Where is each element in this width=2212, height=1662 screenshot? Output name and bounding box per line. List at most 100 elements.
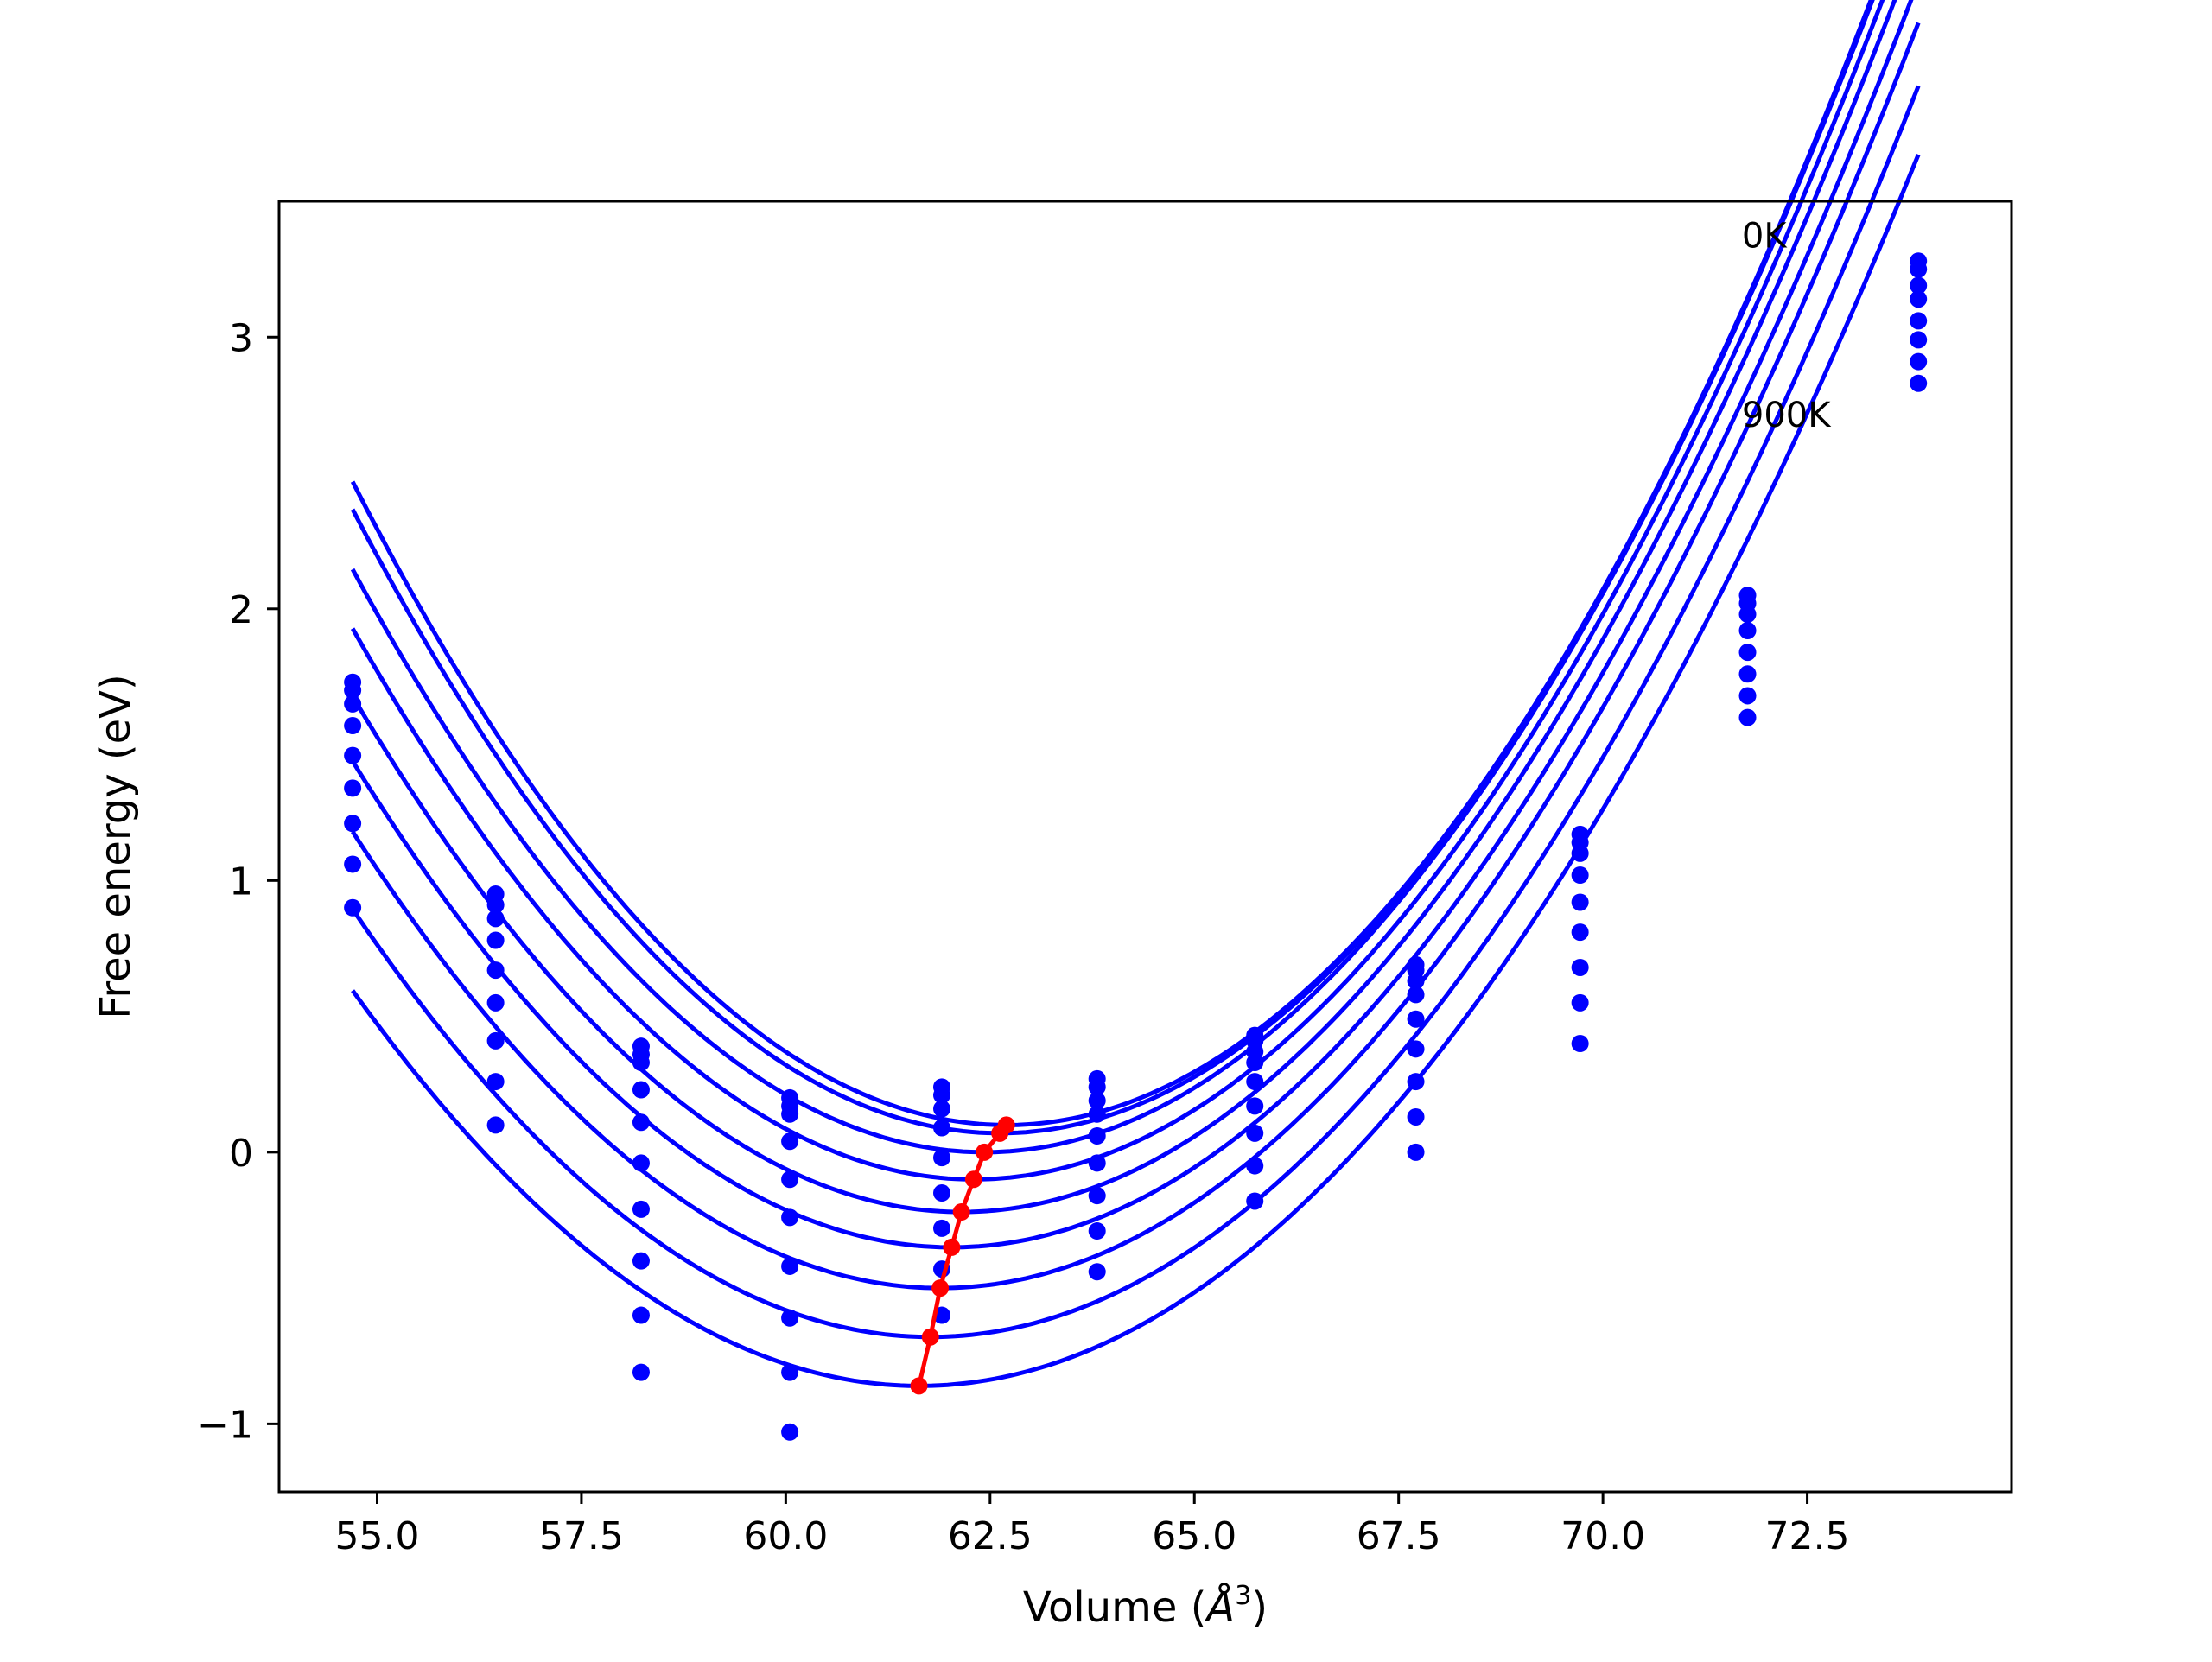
data-point-5-2	[1088, 1092, 1106, 1110]
data-point-0-3	[344, 717, 362, 735]
data-point-6-4	[1246, 1073, 1264, 1091]
data-point-8-4	[1571, 893, 1589, 911]
data-point-6-8	[1246, 1192, 1264, 1210]
data-point-8-5	[1571, 923, 1589, 942]
fit-curve-4	[350, 0, 1897, 1215]
minimum-point-4	[952, 1203, 970, 1221]
fit-curve-3	[350, 0, 1885, 1182]
fit-curve-2	[350, 0, 1875, 1155]
data-point-0-2	[344, 695, 362, 713]
data-point-8-7	[1571, 993, 1589, 1012]
data-point-2-6	[632, 1200, 650, 1218]
data-point-8-3	[1571, 866, 1589, 885]
data-point-8-2	[1571, 844, 1589, 862]
data-point-6-7	[1246, 1157, 1264, 1175]
x-axis-label-superscript: 3	[1235, 1581, 1251, 1611]
fit-curve-6	[351, 22, 1921, 1291]
data-point-9-4	[1738, 644, 1757, 662]
data-point-0-8	[344, 898, 362, 917]
data-point-0-6	[344, 815, 362, 833]
data-point-1-3	[486, 931, 505, 949]
data-point-4-3	[933, 1119, 951, 1137]
data-point-3-8	[781, 1363, 799, 1381]
data-point-1-4	[486, 961, 505, 980]
data-point-2-2	[632, 1054, 650, 1072]
x-tick-label-6: 70.0	[1560, 1514, 1645, 1558]
data-point-10-7	[1910, 374, 1928, 392]
data-point-4-2	[933, 1100, 951, 1118]
data-point-10-5	[1910, 331, 1928, 349]
minimum-point-2	[976, 1143, 994, 1161]
data-point-5-5	[1088, 1154, 1106, 1172]
y-tick-label-0: −1	[197, 1403, 253, 1447]
x-axis-label-angstrom: Å	[1204, 1583, 1235, 1632]
minimum-point-7	[921, 1328, 939, 1346]
x-tick-label-4: 65.0	[1152, 1514, 1236, 1558]
data-point-2-3	[632, 1081, 650, 1099]
data-point-3-9	[781, 1423, 799, 1441]
data-point-2-5	[632, 1154, 650, 1172]
x-tick-label-7: 72.5	[1765, 1514, 1850, 1558]
data-point-7-3	[1407, 986, 1425, 1004]
data-point-5-4	[1088, 1126, 1106, 1145]
data-point-6-5	[1246, 1097, 1264, 1115]
fit-curve-8	[351, 153, 1921, 1388]
x-tick-label-1: 57.5	[539, 1514, 624, 1558]
axis-ticks: 55.0 57.5 60.0 62.5 65.0 67.5 70.0 72.5 −1 0 1 2 3	[197, 316, 1849, 1558]
x-tick-label-5: 67.5	[1357, 1514, 1441, 1558]
data-point-6-6	[1246, 1124, 1264, 1142]
data-point-9-5	[1738, 665, 1757, 683]
fit-curve-5	[350, 0, 1914, 1250]
data-points	[344, 252, 1928, 1441]
y-tick-label-4: 3	[229, 316, 253, 360]
minimum-point-3	[964, 1170, 982, 1189]
data-point-3-3	[781, 1132, 799, 1151]
x-axis-label-suffix: )	[1251, 1583, 1268, 1632]
data-point-3-4	[781, 1170, 799, 1189]
data-point-10-6	[1910, 352, 1928, 371]
data-point-6-3	[1246, 1054, 1264, 1072]
data-point-9-2	[1738, 606, 1757, 624]
data-point-9-6	[1738, 687, 1757, 705]
data-point-7-2	[1407, 972, 1425, 990]
data-point-5-3	[1088, 1105, 1106, 1123]
minimum-point-1	[991, 1124, 1009, 1142]
data-point-10-3	[1910, 290, 1928, 308]
minimum-point-6	[931, 1279, 950, 1297]
data-point-2-4	[632, 1113, 650, 1132]
fit-curves	[350, 0, 1921, 1388]
data-point-2-9	[632, 1363, 650, 1381]
data-point-0-4	[344, 746, 362, 764]
data-point-0-1	[344, 682, 362, 700]
data-point-4-6	[933, 1219, 951, 1237]
data-point-7-4	[1407, 1010, 1425, 1028]
minimum-path	[910, 1116, 1015, 1395]
data-point-7-6	[1407, 1073, 1425, 1091]
data-point-4-1	[933, 1086, 951, 1104]
data-point-4-4	[933, 1149, 951, 1167]
x-tick-label-3: 62.5	[948, 1514, 1033, 1558]
data-point-7-5	[1407, 1040, 1425, 1058]
x-axis-label-prefix: Volume (	[1023, 1583, 1207, 1632]
fit-curve-7	[351, 85, 1921, 1340]
y-tick-label-1: 0	[229, 1132, 253, 1176]
annotation-1: 900K	[1742, 396, 1832, 435]
data-point-1-2	[486, 910, 505, 928]
data-point-10-4	[1910, 312, 1928, 330]
data-point-2-7	[632, 1252, 650, 1270]
data-point-3-7	[781, 1309, 799, 1327]
data-point-0-7	[344, 855, 362, 873]
data-point-5-1	[1088, 1078, 1106, 1096]
data-point-1-5	[486, 993, 505, 1012]
data-point-3-6	[781, 1257, 799, 1275]
x-tick-label-2: 60.0	[743, 1514, 828, 1558]
x-tick-label-0: 55.0	[335, 1514, 420, 1558]
data-point-1-7	[486, 1073, 505, 1091]
data-point-7-7	[1407, 1107, 1425, 1126]
minimum-path-line	[917, 1123, 1008, 1386]
data-point-3-2	[781, 1105, 799, 1123]
data-point-8-6	[1571, 958, 1589, 976]
data-point-2-8	[632, 1306, 650, 1324]
minimum-point-8	[910, 1377, 928, 1395]
